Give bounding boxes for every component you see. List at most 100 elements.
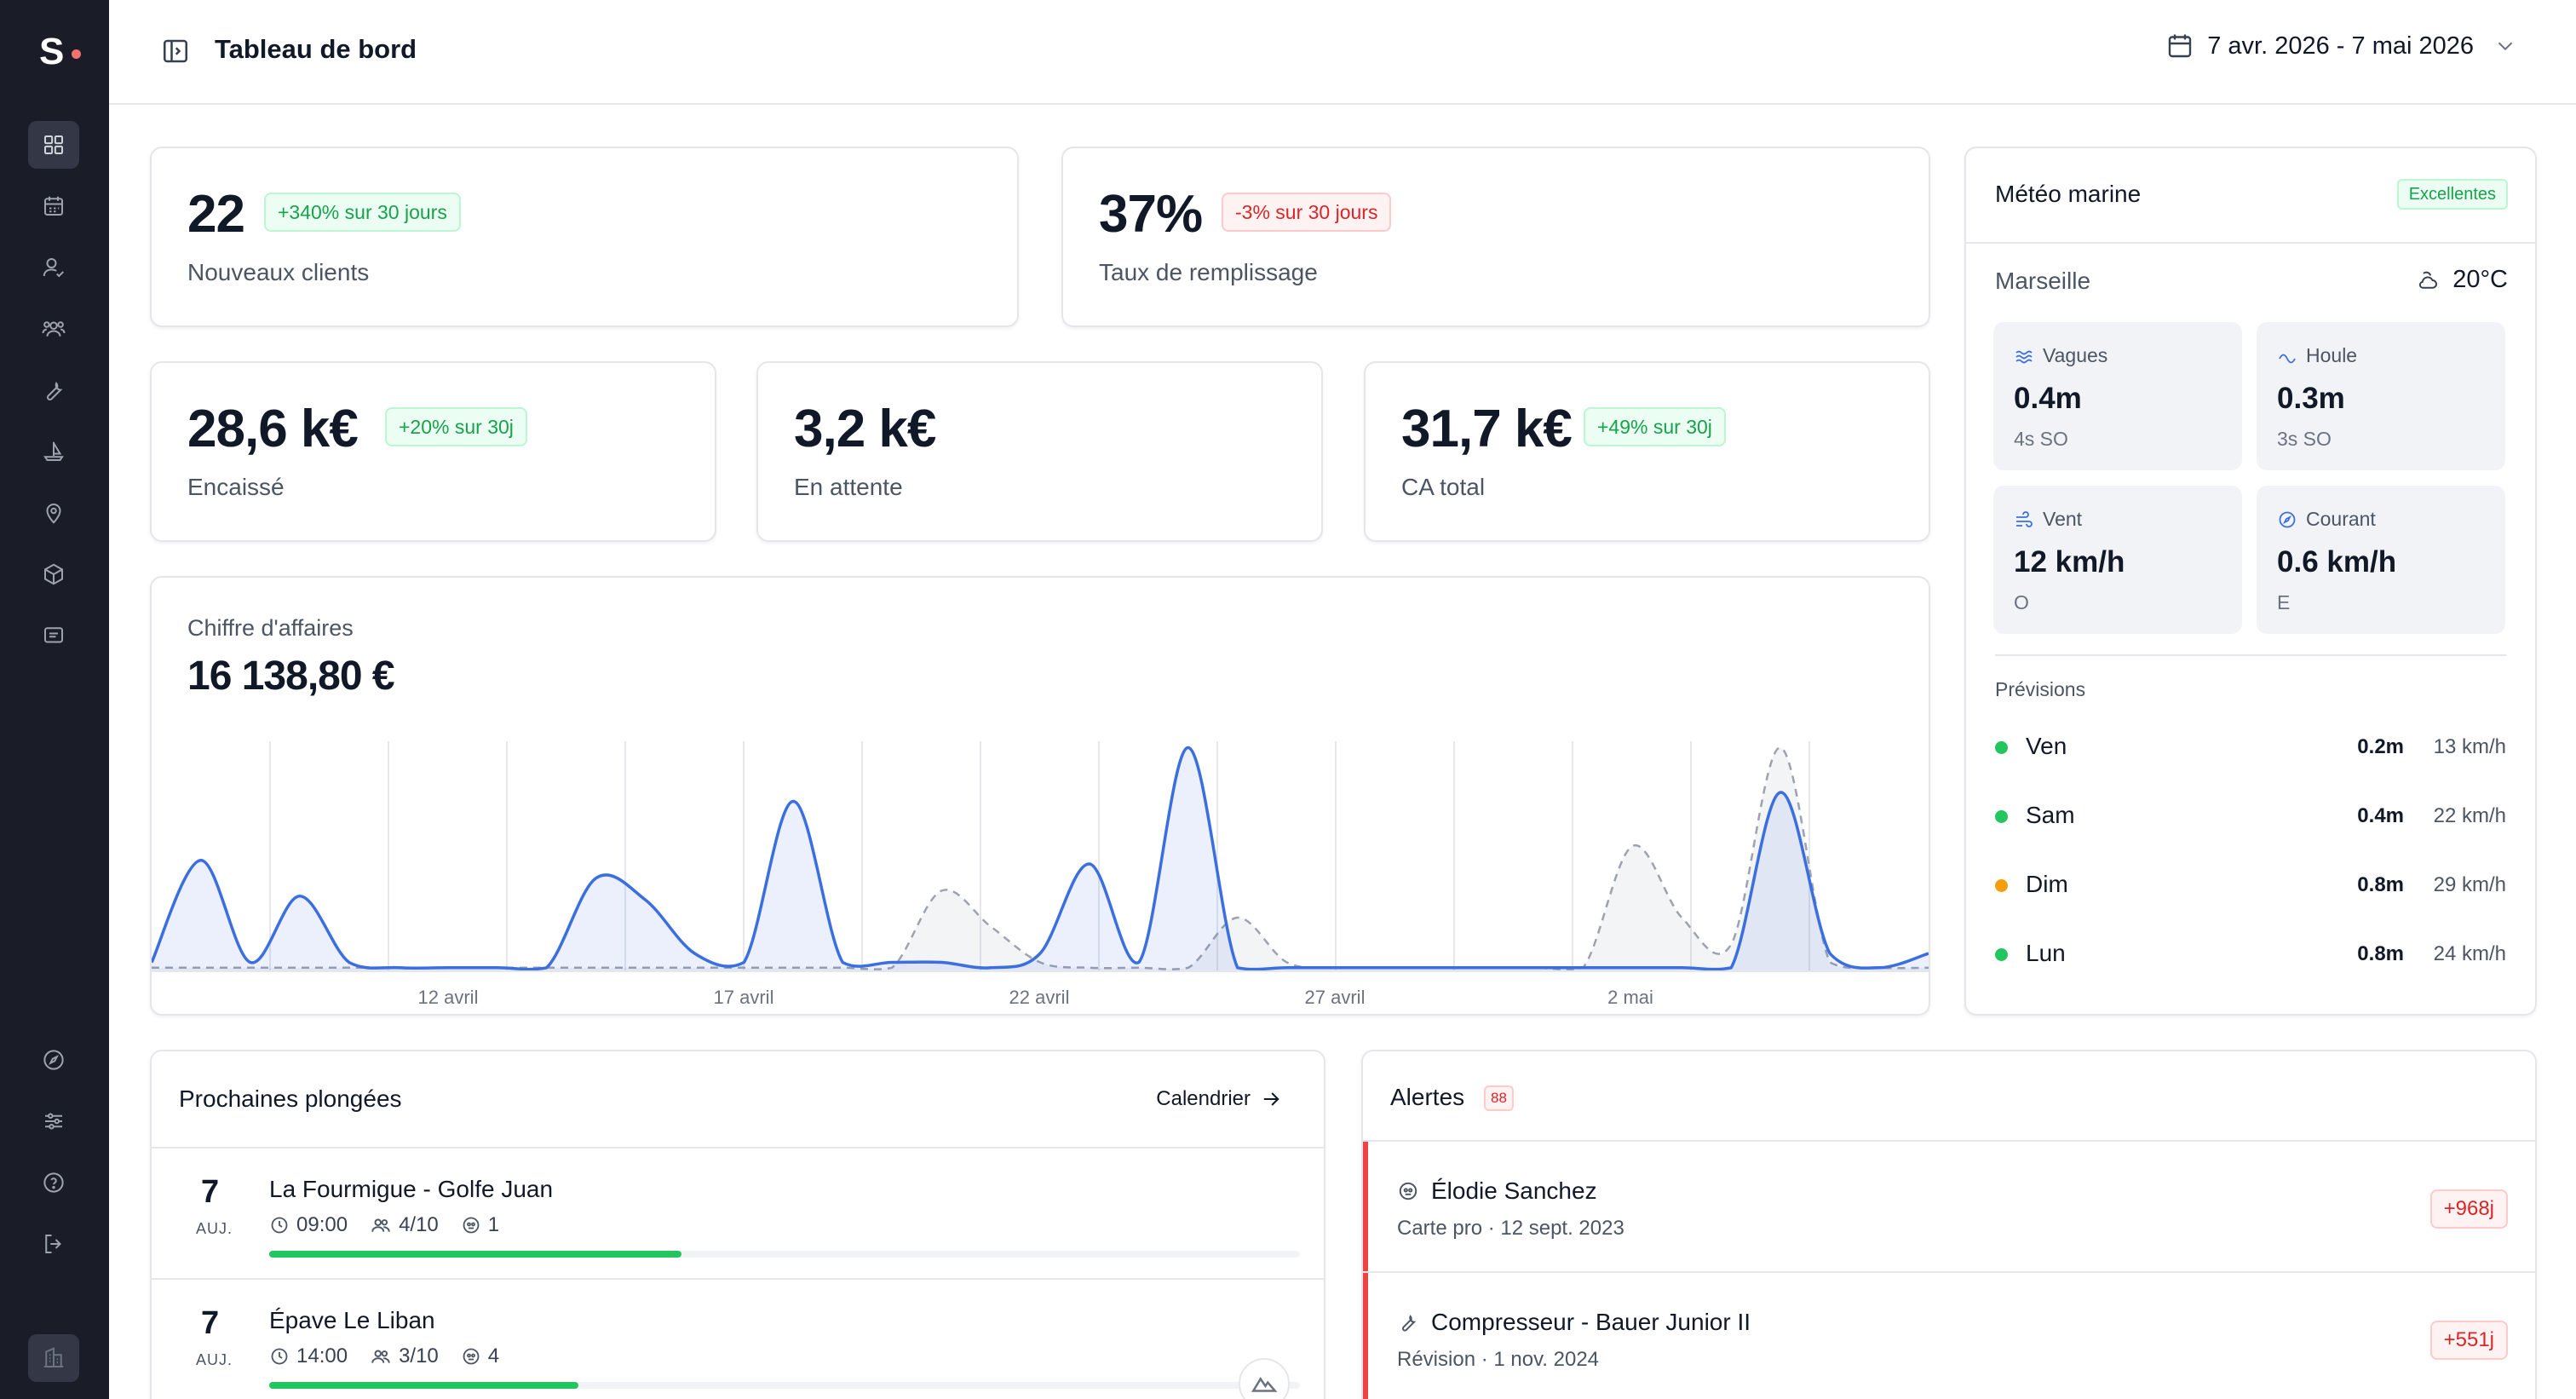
weather-status-badge: Excellentes bbox=[2396, 179, 2508, 210]
dive-progress-track bbox=[269, 1382, 1300, 1389]
dive-progress-fill bbox=[269, 1382, 578, 1389]
dive-month: AUJ. bbox=[196, 1351, 233, 1368]
boat-icon bbox=[43, 441, 64, 461]
nav-messages[interactable] bbox=[28, 612, 79, 659]
calendar-link-label: Calendrier bbox=[1156, 1087, 1251, 1110]
forecast-wind: 13 km/h bbox=[2433, 735, 2506, 758]
nav-logout[interactable] bbox=[28, 1220, 79, 1268]
forecast-wind: 22 km/h bbox=[2433, 804, 2506, 827]
tile-label: Courant bbox=[2306, 508, 2376, 530]
sidebar-toggle-icon[interactable] bbox=[160, 36, 191, 66]
forecast-wave: 0.8m bbox=[2357, 942, 2404, 965]
trend-badge: +340% sur 30 jours bbox=[264, 193, 461, 232]
nav-settings[interactable] bbox=[28, 1097, 79, 1145]
nav-sites[interactable] bbox=[28, 489, 79, 537]
alert-name: Compresseur - Bauer Junior II bbox=[1431, 1309, 1751, 1335]
stat-label: Taux de remplissage bbox=[1099, 259, 1318, 285]
message-icon bbox=[44, 627, 63, 643]
tile-value: 0.3m bbox=[2277, 382, 2345, 415]
nav-help[interactable] bbox=[28, 1159, 79, 1206]
forecast-row: Dim 0.8m 29 km/h bbox=[1995, 867, 2506, 901]
weather-tile-swell: Houle 0.3m 3s SO bbox=[2257, 322, 2505, 470]
alerts-card: Alertes 88 Élodie Sanchez Carte pro · 12… bbox=[1361, 1050, 2537, 1399]
nav-organization[interactable] bbox=[28, 1334, 79, 1382]
waves-icon bbox=[2015, 350, 2033, 363]
marine-weather-card: Météo marine Excellentes Marseille 20°C … bbox=[1964, 147, 2537, 1016]
dive-instructors: 1 bbox=[487, 1213, 500, 1236]
nav-calendar[interactable] bbox=[28, 182, 79, 230]
weather-temperature: 20°C bbox=[2415, 266, 2508, 294]
nav-equipment[interactable] bbox=[28, 366, 79, 414]
nuxt-devtools-button[interactable] bbox=[1239, 1358, 1290, 1399]
forecast-wave: 0.4m bbox=[2357, 804, 2404, 827]
dive-row[interactable]: 7 AUJ. La Fourmigue - Golfe Juan 09:00 4… bbox=[152, 1149, 1324, 1276]
forecast-row: Sam 0.4m 22 km/h bbox=[1995, 798, 2506, 832]
current-icon bbox=[2279, 511, 2296, 527]
dive-progress-fill bbox=[269, 1251, 681, 1258]
revenue-chart-card: Chiffre d'affaires 16 138,80 € 12 avril 1… bbox=[150, 576, 1930, 1016]
tile-sub: O bbox=[2014, 591, 2029, 613]
x-tick-label: 2 mai bbox=[1607, 987, 1653, 1008]
date-range-picker[interactable]: 7 avr. 2026 - 7 mai 2026 bbox=[2165, 31, 2518, 61]
forecast-wind: 29 km/h bbox=[2433, 873, 2506, 896]
diver-icon bbox=[463, 1348, 480, 1365]
stat-label: Nouveaux clients bbox=[187, 259, 370, 285]
dive-day: 7 bbox=[201, 1305, 220, 1341]
users-icon bbox=[371, 1218, 390, 1232]
stat-label: En attente bbox=[794, 474, 903, 500]
alert-item[interactable]: Élodie Sanchez Carte pro · 12 sept. 2023… bbox=[1363, 1142, 2535, 1273]
nav-explore[interactable] bbox=[28, 1036, 79, 1084]
alert-overdue-badge: +551j bbox=[2429, 1321, 2508, 1360]
compass-icon bbox=[43, 1050, 64, 1070]
divider bbox=[152, 1147, 1324, 1149]
wrench-icon bbox=[46, 381, 63, 401]
dive-month: AUJ. bbox=[196, 1220, 233, 1237]
dive-divers: 4/10 bbox=[399, 1213, 439, 1236]
forecast-day: Ven bbox=[2026, 733, 2067, 759]
sliders-icon bbox=[45, 1113, 62, 1130]
box-icon bbox=[44, 563, 63, 585]
tile-label: Vagues bbox=[2043, 344, 2108, 366]
dive-name: La Fourmigue - Golfe Juan bbox=[269, 1176, 554, 1202]
alert-item[interactable]: Compresseur - Bauer Junior II Révision ·… bbox=[1363, 1273, 2535, 1399]
divider bbox=[1363, 1140, 2535, 1142]
nav-team[interactable] bbox=[28, 305, 79, 353]
nuxt-logo-icon bbox=[1251, 1376, 1278, 1392]
trend-badge: +49% sur 30j bbox=[1584, 407, 1726, 446]
series-line-0 bbox=[152, 746, 1929, 971]
upcoming-dives-card: Prochaines plongées Calendrier 7 AUJ. La… bbox=[150, 1050, 1325, 1399]
forecast-title: Prévisions bbox=[1995, 678, 2086, 700]
calendar-icon bbox=[44, 196, 63, 216]
alert-subtitle: Révision · 1 nov. 2024 bbox=[1397, 1348, 1600, 1371]
app-logo[interactable]: S bbox=[39, 31, 65, 72]
weather-title: Météo marine bbox=[1995, 181, 2142, 207]
alert-subtitle: Carte pro · 12 sept. 2023 bbox=[1397, 1217, 1624, 1240]
tile-label: Vent bbox=[2043, 508, 2083, 530]
user-check-icon bbox=[43, 258, 64, 278]
tile-sub: 3s SO bbox=[2277, 428, 2332, 450]
dive-row[interactable]: 7 AUJ. Épave Le Liban 14:00 3/10 4 bbox=[152, 1280, 1324, 1399]
trend-badge: +20% sur 30j bbox=[385, 407, 527, 446]
revenue-label: Chiffre d'affaires bbox=[187, 615, 354, 641]
calendar-link[interactable]: Calendrier bbox=[1156, 1087, 1283, 1111]
stat-value: 31,7 k€ bbox=[1401, 400, 1573, 458]
logo-dot bbox=[72, 49, 81, 59]
nav-dashboard[interactable] bbox=[28, 121, 79, 169]
nav-boats[interactable] bbox=[28, 428, 79, 475]
forecast-wave: 0.8m bbox=[2357, 873, 2404, 896]
dive-divers: 3/10 bbox=[399, 1344, 439, 1367]
users-icon bbox=[42, 321, 66, 337]
x-tick-label: 17 avril bbox=[714, 987, 774, 1008]
nav-stock[interactable] bbox=[28, 550, 79, 598]
partly-cloudy-icon bbox=[2419, 271, 2438, 289]
sidebar: S bbox=[0, 0, 109, 1399]
chevron-down-icon bbox=[2498, 42, 2513, 51]
x-tick-label: 12 avril bbox=[418, 987, 479, 1008]
dive-day: 7 bbox=[201, 1174, 220, 1210]
status-dot bbox=[1995, 879, 2008, 892]
nav-clients[interactable] bbox=[28, 244, 79, 291]
revenue-chart[interactable]: 12 avril 17 avril 22 avril 27 avril 2 mai bbox=[152, 578, 1929, 1014]
dive-meta: 09:00 4/10 1 bbox=[269, 1213, 499, 1237]
dashboard-icon bbox=[44, 135, 63, 154]
stat-label: CA total bbox=[1401, 474, 1486, 500]
